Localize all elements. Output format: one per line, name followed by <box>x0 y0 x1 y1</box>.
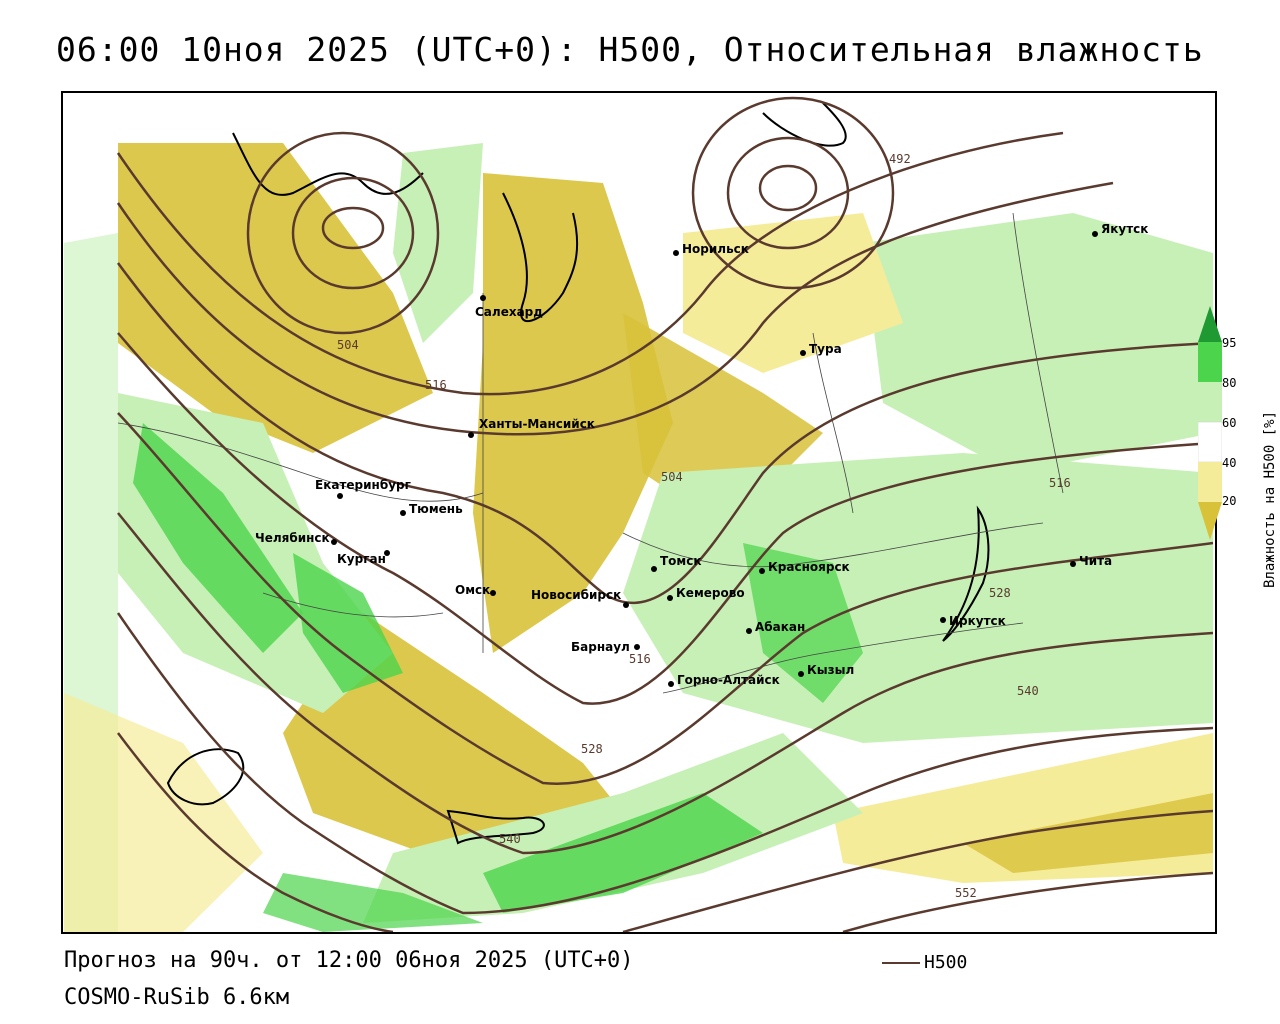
city-irkutsk: Иркутск <box>940 614 1006 628</box>
colorbar-tick: 80 <box>1222 376 1237 390</box>
svg-text:Якутск: Якутск <box>1101 222 1148 236</box>
svg-text:Челябинск: Челябинск <box>255 531 330 545</box>
svg-text:Тура: Тура <box>809 342 842 356</box>
city-chita: Чита <box>1070 554 1112 568</box>
contour-label: 516 <box>425 378 447 392</box>
svg-text:Тюмень: Тюмень <box>409 502 463 516</box>
h500-contours <box>116 96 1214 932</box>
city-kemerovo: Кемерово <box>667 586 745 601</box>
city-salekhard: Салехард <box>475 295 543 319</box>
contour-label: 540 <box>499 832 521 846</box>
region-borders <box>117 212 1064 694</box>
city-tomsk: Томск <box>651 554 702 572</box>
city-markers: Якутск Норильск Салехард Тура Ханты-Манс… <box>255 222 1148 687</box>
map-svg: 492 504 504 516 516 516 528 528 540 540 … <box>64 96 1214 932</box>
contour-label: 504 <box>337 338 359 352</box>
svg-text:Норильск: Норильск <box>682 242 749 256</box>
city-chelyabinsk: Челябинск <box>255 531 337 545</box>
colorbar-tick: 60 <box>1222 416 1237 430</box>
colorbar-tick: 40 <box>1222 456 1237 470</box>
svg-text:Кызыл: Кызыл <box>807 663 854 677</box>
map-title: 06:00 10ноя 2025 (UTC+0): H500, Относите… <box>56 30 1204 69</box>
city-omsk: Омск <box>455 583 496 597</box>
contour-label: 504 <box>661 470 683 484</box>
svg-text:Чита: Чита <box>1079 554 1112 568</box>
contour-legend-label: H500 <box>924 952 968 973</box>
humidity-colorbar <box>1198 306 1222 540</box>
colorbar-title: Влажность на H500 [%] <box>1262 410 1278 588</box>
contour-label: 516 <box>629 652 651 666</box>
svg-text:Красноярск: Красноярск <box>768 560 850 574</box>
forecast-map: 492 504 504 516 516 516 528 528 540 540 … <box>61 91 1217 934</box>
svg-text:Новосибирск: Новосибирск <box>531 588 621 602</box>
coastlines <box>166 102 990 845</box>
city-yekaterinburg: Екатеринбург <box>315 478 411 499</box>
contour-legend: H500 <box>882 952 967 973</box>
city-krasnoyarsk: Красноярск <box>759 560 850 574</box>
svg-text:Екатеринбург: Екатеринбург <box>315 478 411 492</box>
city-khanty-mansiysk: Ханты-Мансийск <box>468 417 595 438</box>
city-kurgan: Курган <box>337 550 390 566</box>
humidity-field <box>64 143 1213 932</box>
city-barnaul: Барнаул <box>571 640 640 654</box>
colorbar-tick: 20 <box>1222 494 1237 508</box>
svg-text:Курган: Курган <box>337 552 386 566</box>
svg-text:Ханты-Мансийск: Ханты-Мансийск <box>479 417 595 431</box>
contour-label: 528 <box>989 586 1011 600</box>
svg-text:Салехард: Салехард <box>475 305 543 319</box>
contour-label: 528 <box>581 742 603 756</box>
contour-labels: 492 504 504 516 516 516 528 528 540 540 … <box>337 152 1071 900</box>
svg-text:Барнаул: Барнаул <box>571 640 630 654</box>
svg-text:Иркутск: Иркутск <box>949 614 1006 628</box>
city-kyzyl: Кызыл <box>798 663 854 677</box>
forecast-info: Прогноз на 90ч. от 12:00 06ноя 2025 (UTC… <box>64 948 634 973</box>
svg-text:Абакан: Абакан <box>755 620 805 634</box>
svg-text:Кемерово: Кемерово <box>676 586 745 600</box>
contour-label: 552 <box>955 886 977 900</box>
city-abakan: Абакан <box>746 620 805 634</box>
city-novosibirsk: Новосибирск <box>531 588 629 608</box>
contour-line-swatch <box>882 962 920 964</box>
contour-label: 540 <box>1017 684 1039 698</box>
svg-text:Горно-Алтайск: Горно-Алтайск <box>677 673 780 687</box>
city-norilsk: Норильск <box>673 242 749 256</box>
city-tura: Тура <box>800 342 842 356</box>
svg-text:Омск: Омск <box>455 583 490 597</box>
model-name: COSMO-RuSib 6.6км <box>64 985 290 1010</box>
city-tyumen: Тюмень <box>400 502 463 516</box>
city-gorno-altaysk: Горно-Алтайск <box>668 673 780 687</box>
city-yakutsk: Якутск <box>1092 222 1148 237</box>
colorbar-tick: 95 <box>1222 336 1237 350</box>
contour-label: 492 <box>889 152 911 166</box>
contour-label: 516 <box>1049 476 1071 490</box>
svg-text:Томск: Томск <box>660 554 702 568</box>
